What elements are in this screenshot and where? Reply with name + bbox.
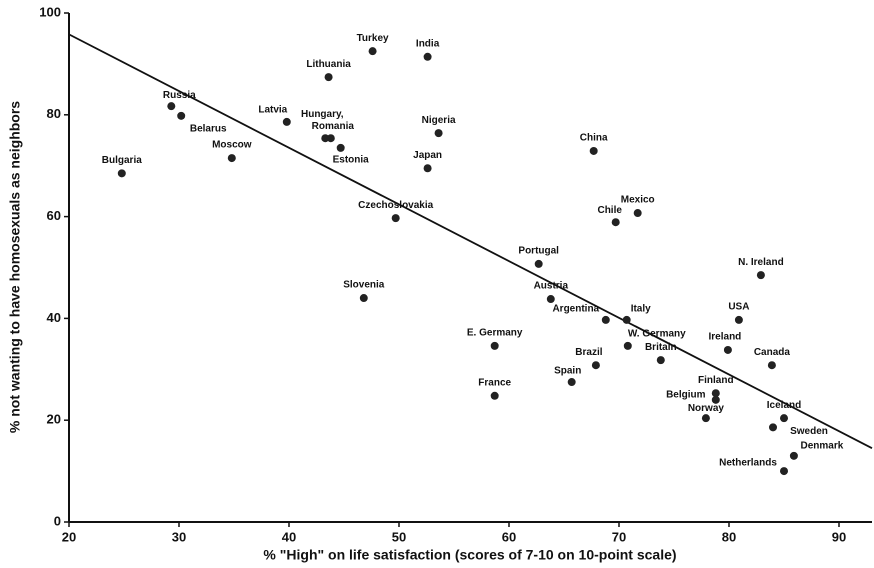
- y-axis-label: % not wanting to have homosexuals as nei…: [7, 101, 23, 433]
- point: [612, 218, 620, 226]
- y-tick-label: 80: [47, 106, 61, 121]
- point-label: Ireland: [709, 332, 742, 343]
- point-label: Finland: [698, 375, 734, 386]
- point-label: Spain: [554, 366, 581, 377]
- point: [602, 316, 610, 324]
- y-tick-label: 0: [54, 513, 61, 528]
- point: [592, 361, 600, 369]
- y-tick-label: 40: [47, 310, 61, 325]
- point: [392, 214, 400, 222]
- x-tick-label: 30: [172, 529, 186, 544]
- point-label: China: [580, 133, 608, 144]
- x-tick-label: 50: [392, 529, 406, 544]
- point: [424, 53, 432, 61]
- point-label: Sweden: [790, 426, 828, 437]
- y-tick-label: 100: [39, 4, 61, 19]
- x-tick-label: 70: [612, 529, 626, 544]
- point-label: Norway: [688, 403, 725, 414]
- point: [634, 209, 642, 217]
- point: [735, 316, 743, 324]
- point: [118, 169, 126, 177]
- point: [568, 378, 576, 386]
- point-label: Belgium: [666, 389, 706, 400]
- point-label: Hungary,: [301, 109, 344, 120]
- point-label: Chile: [597, 205, 622, 216]
- point-label: Bulgaria: [102, 155, 142, 166]
- point: [327, 134, 335, 142]
- point: [325, 73, 333, 81]
- point-label: Brazil: [575, 347, 602, 358]
- point: [624, 342, 632, 350]
- point: [424, 164, 432, 172]
- point-label: Iceland: [767, 400, 801, 411]
- point-label: Britain: [645, 342, 677, 353]
- point: [337, 144, 345, 152]
- point: [228, 154, 236, 162]
- point-label: Russia: [163, 90, 196, 101]
- point: [724, 346, 732, 354]
- point-label: India: [416, 38, 440, 49]
- point: [167, 102, 175, 110]
- point: [769, 423, 777, 431]
- point-label: Argentina: [552, 304, 599, 315]
- point: [535, 260, 543, 268]
- point-label: Czechoslovakia: [358, 200, 433, 211]
- point: [491, 342, 499, 350]
- point: [768, 361, 776, 369]
- point-label: Italy: [631, 304, 651, 315]
- point-label: USA: [728, 302, 749, 313]
- x-tick-label: 80: [722, 529, 736, 544]
- x-tick-label: 20: [62, 529, 76, 544]
- point: [790, 452, 798, 460]
- point: [780, 467, 788, 475]
- point-label: Slovenia: [343, 280, 385, 291]
- point-label: Denmark: [800, 440, 843, 451]
- point-label: Romania: [312, 121, 355, 132]
- point: [360, 294, 368, 302]
- point-label: Estonia: [333, 155, 370, 166]
- point-label: Nigeria: [422, 115, 456, 126]
- x-tick-label: 60: [502, 529, 516, 544]
- point: [177, 112, 185, 120]
- point: [369, 47, 377, 55]
- point-label: E. Germany: [467, 328, 523, 339]
- y-tick-label: 20: [47, 412, 61, 427]
- point-label: Lithuania: [306, 59, 351, 70]
- point: [590, 147, 598, 155]
- x-axis-label: % "High" on life satisfaction (scores of…: [263, 547, 676, 563]
- point: [757, 271, 765, 279]
- point: [623, 316, 631, 324]
- point-label: Austria: [534, 281, 569, 292]
- point-label: Portugal: [518, 246, 559, 257]
- point-label: Japan: [413, 150, 442, 161]
- point-label: Netherlands: [719, 458, 777, 469]
- point: [547, 295, 555, 303]
- point: [657, 356, 665, 364]
- point-label: N. Ireland: [738, 257, 784, 268]
- x-tick-label: 40: [282, 529, 296, 544]
- point-label: Turkey: [357, 33, 389, 44]
- point-label: W. Germany: [628, 329, 686, 340]
- point: [435, 129, 443, 137]
- chart: % not wanting to have homosexuals as nei…: [0, 0, 874, 568]
- point: [702, 414, 710, 422]
- point-label: France: [478, 377, 511, 388]
- point-label: Mexico: [621, 195, 655, 206]
- point: [283, 118, 291, 126]
- point-label: Latvia: [258, 105, 287, 116]
- x-tick-label: 90: [832, 529, 846, 544]
- point: [491, 392, 499, 400]
- point-label: Belarus: [190, 123, 227, 134]
- point: [780, 414, 788, 422]
- y-tick-label: 60: [47, 208, 61, 223]
- point-label: Moscow: [212, 140, 252, 151]
- point-label: Canada: [754, 347, 791, 358]
